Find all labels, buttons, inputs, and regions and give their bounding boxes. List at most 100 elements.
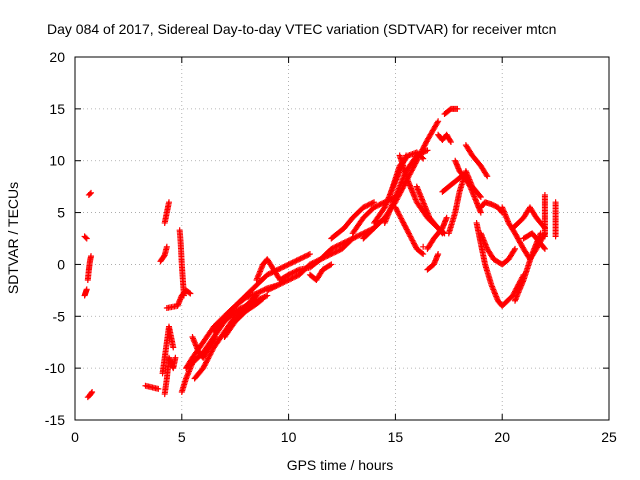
y-tick-label: 0 xyxy=(57,256,65,272)
data-point xyxy=(212,335,219,342)
data-point xyxy=(278,264,285,271)
data-point xyxy=(359,230,366,237)
axis-ticks: 0 5 10 15 20 25 -15 -10 -5 0 5 10 15 20 xyxy=(45,49,617,445)
data-point xyxy=(265,286,272,293)
data-point xyxy=(333,243,340,250)
data-point xyxy=(375,202,382,209)
data-point xyxy=(285,261,292,268)
data-point xyxy=(288,270,295,277)
data-point xyxy=(377,201,384,208)
data-point xyxy=(286,271,293,278)
data-point xyxy=(329,245,336,252)
data-point xyxy=(420,251,427,258)
y-tick-label: 5 xyxy=(57,205,65,221)
x-axis-label: GPS time / hours xyxy=(287,457,394,473)
data-point xyxy=(284,277,291,284)
data-point xyxy=(258,296,265,303)
data-point xyxy=(293,273,300,280)
data-point xyxy=(88,189,95,196)
data-point xyxy=(268,269,275,276)
data-point xyxy=(289,275,296,282)
data-point xyxy=(289,269,296,276)
data-point xyxy=(294,267,301,274)
data-point xyxy=(339,240,345,247)
data-point xyxy=(254,289,261,296)
data-point xyxy=(371,199,378,206)
data-point xyxy=(302,253,309,260)
data-point xyxy=(300,254,307,261)
data-point xyxy=(454,105,461,112)
data-point xyxy=(477,194,484,201)
data-point xyxy=(280,279,287,286)
data-point xyxy=(285,271,292,278)
data-point xyxy=(212,334,219,341)
x-tick-label: 5 xyxy=(178,429,186,445)
data-point xyxy=(343,238,350,245)
data-point xyxy=(341,239,348,246)
data-point xyxy=(296,256,303,263)
data-point xyxy=(284,262,291,269)
data-point xyxy=(253,292,260,299)
data-points xyxy=(81,105,559,401)
data-point xyxy=(274,282,281,289)
data-point xyxy=(351,234,358,241)
data-point xyxy=(297,255,304,262)
data-point xyxy=(290,258,297,265)
y-tick-label: 10 xyxy=(49,153,65,169)
data-point xyxy=(355,232,362,239)
data-point xyxy=(252,293,259,300)
data-point xyxy=(337,241,344,248)
data-point xyxy=(369,199,376,206)
data-point xyxy=(333,248,340,255)
data-point xyxy=(273,282,280,289)
data-point xyxy=(286,276,293,283)
y-tick-label: -15 xyxy=(45,412,65,428)
data-point xyxy=(88,253,95,260)
data-point xyxy=(305,251,312,258)
data-point xyxy=(232,308,239,315)
data-point xyxy=(360,204,367,211)
data-point xyxy=(276,281,283,288)
data-point xyxy=(483,171,490,178)
data-point xyxy=(83,286,90,293)
data-point xyxy=(356,232,363,239)
data-point xyxy=(278,280,285,287)
data-point xyxy=(552,233,559,240)
data-point xyxy=(272,283,279,290)
data-point xyxy=(447,137,454,144)
x-tick-label: 0 xyxy=(71,429,79,445)
data-point xyxy=(332,249,339,256)
data-point xyxy=(477,209,484,216)
data-point xyxy=(372,203,379,210)
data-point xyxy=(373,203,380,210)
data-point xyxy=(357,231,364,238)
data-point xyxy=(268,285,275,292)
data-point xyxy=(447,139,454,146)
data-point xyxy=(363,203,370,210)
data-point xyxy=(424,147,431,154)
data-point xyxy=(89,388,96,395)
data-point xyxy=(82,234,89,241)
data-point xyxy=(163,243,170,250)
data-point xyxy=(541,233,548,240)
data-point xyxy=(421,148,428,155)
data-point xyxy=(264,287,271,294)
data-point xyxy=(330,249,337,256)
data-point xyxy=(282,278,289,285)
data-point xyxy=(256,289,263,296)
data-point xyxy=(265,271,272,278)
y-tick-label: 20 xyxy=(49,49,65,65)
data-point xyxy=(294,256,301,263)
data-point xyxy=(344,238,351,245)
data-point xyxy=(347,236,354,243)
data-point xyxy=(360,230,367,237)
data-point xyxy=(367,201,374,208)
data-point xyxy=(270,284,277,291)
plot-frame xyxy=(74,56,610,421)
data-point xyxy=(348,236,355,243)
data-point xyxy=(484,173,491,180)
data-point xyxy=(286,260,293,267)
data-point xyxy=(304,252,311,259)
data-point xyxy=(288,260,295,267)
